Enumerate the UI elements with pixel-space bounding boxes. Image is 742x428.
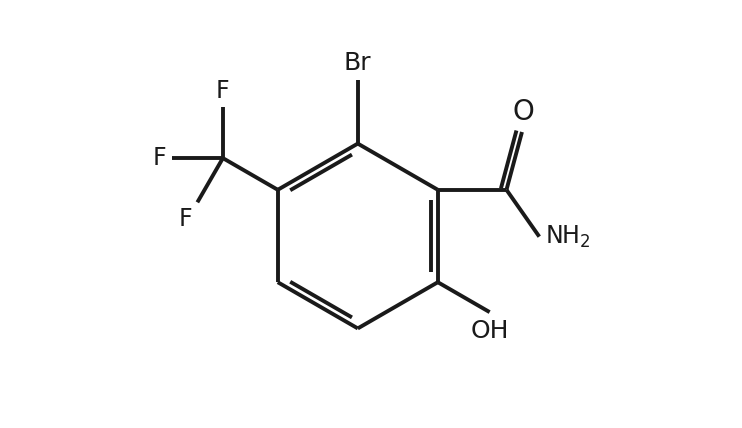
Text: F: F	[216, 79, 230, 103]
Text: OH: OH	[470, 319, 509, 343]
Text: NH$_2$: NH$_2$	[545, 223, 590, 250]
Text: O: O	[513, 98, 534, 126]
Text: Br: Br	[344, 51, 372, 75]
Text: F: F	[179, 207, 192, 231]
Text: F: F	[153, 146, 166, 170]
